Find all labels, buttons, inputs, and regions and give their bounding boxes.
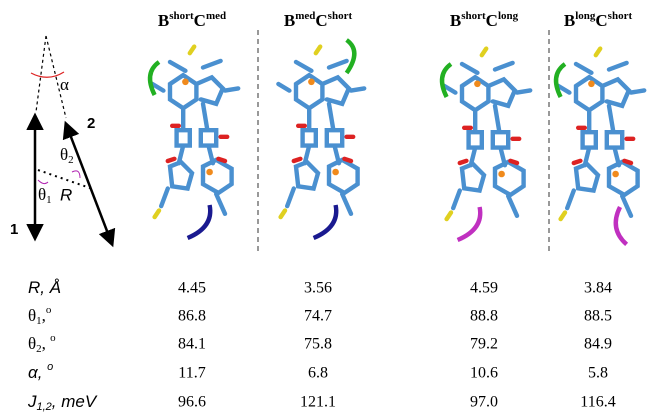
cell-value: 84.1 <box>178 336 206 353</box>
label-text: R, Å <box>28 278 61 297</box>
angle-symbol: θ <box>38 185 46 204</box>
cell-value: 116.4 <box>580 394 615 411</box>
angle-label: α <box>60 75 69 94</box>
molecule <box>442 49 530 240</box>
distance-label: R <box>60 185 72 204</box>
cell-value: 75.8 <box>304 336 332 353</box>
cell-value: 3.84 <box>584 280 612 297</box>
header-sup: med <box>295 10 315 22</box>
label-superscript: o <box>46 304 52 316</box>
cell-value: 97.0 <box>470 394 498 411</box>
header-base: C <box>486 11 498 30</box>
row-label: α, o <box>28 361 53 383</box>
column-header: BshortClong <box>450 10 519 30</box>
angle-symbol: θ <box>60 145 68 164</box>
header-sup: short <box>169 10 194 22</box>
label-subscript: 1,2 <box>37 401 52 413</box>
row-label: θ2, o <box>28 332 56 355</box>
cell-value: 84.9 <box>584 336 612 353</box>
vector-diagram <box>31 36 112 244</box>
header-sup: med <box>206 10 226 22</box>
label-superscript: o <box>50 332 56 344</box>
row-label: R, Å <box>28 278 61 297</box>
cell-value: 79.2 <box>470 336 498 353</box>
label-text: θ <box>28 334 36 353</box>
cell-value: 4.59 <box>470 280 498 297</box>
cell-value: 88.5 <box>584 308 612 325</box>
header-sup: short <box>328 10 353 22</box>
cell-value: 10.6 <box>470 365 498 382</box>
molecule <box>556 49 644 245</box>
cell-value: 3.56 <box>304 280 332 297</box>
row-label: θ1,o <box>28 304 52 327</box>
cell-value: 4.45 <box>178 280 206 297</box>
header-base: C <box>194 11 206 30</box>
header-sup: long <box>498 10 519 22</box>
cell-value: 96.6 <box>178 394 206 411</box>
label-text: θ <box>28 306 36 325</box>
column-header: BlongCshort <box>564 10 633 30</box>
header-base: B <box>284 11 295 30</box>
header-base: B <box>564 11 575 30</box>
vector-label: 2 <box>87 115 95 132</box>
molecule <box>150 47 238 238</box>
cell-value: 74.7 <box>304 308 332 325</box>
header-sup: long <box>575 10 596 22</box>
cell-value: 5.8 <box>588 365 608 382</box>
column-header: BmedCshort <box>284 10 353 30</box>
label-text: J <box>27 392 37 411</box>
label-text: α, <box>28 363 47 382</box>
molecule <box>278 40 364 238</box>
row-label: J1,2, meV <box>27 392 98 412</box>
label-text: , meV <box>52 392 98 411</box>
angle-subscript: 2 <box>68 154 74 166</box>
angle-label: θ2 <box>60 145 74 166</box>
cell-value: 86.8 <box>178 308 206 325</box>
angle-subscript: 1 <box>46 194 52 206</box>
figure: α12θ2θ1RBshortCmedBmedCshortBshortClongB… <box>0 0 653 416</box>
header-sup: short <box>461 10 486 22</box>
cell-value: 121.1 <box>300 394 336 411</box>
cell-value: 6.8 <box>308 365 328 382</box>
label-text: , <box>42 334 51 353</box>
column-header: BshortCmed <box>158 10 226 30</box>
header-base: B <box>450 11 461 30</box>
header-base: C <box>315 11 327 30</box>
cell-value: 88.8 <box>470 308 498 325</box>
header-base: B <box>158 11 169 30</box>
header-base: C <box>595 11 607 30</box>
vector-label: 1 <box>10 221 18 238</box>
header-sup: short <box>608 10 633 22</box>
angle-label: θ1 <box>38 185 52 206</box>
label-superscript: o <box>47 361 53 373</box>
cell-value: 11.7 <box>178 365 205 382</box>
